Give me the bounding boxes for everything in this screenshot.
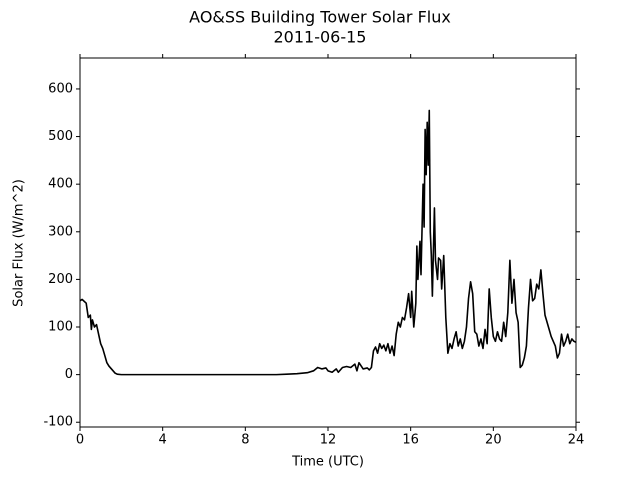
y-tick-label: 0 (65, 367, 73, 382)
x-tick-label: 12 (320, 433, 337, 448)
y-tick-label: 500 (48, 129, 73, 144)
y-tick-label: 100 (48, 320, 73, 335)
y-tick-label: -100 (43, 415, 73, 430)
chart-subtitle: 2011-06-15 (274, 28, 367, 47)
x-tick-label: 0 (76, 433, 84, 448)
y-tick-label: 300 (48, 224, 73, 239)
y-tick-label: 600 (48, 81, 73, 96)
y-tick-label: 200 (48, 272, 73, 287)
x-tick-label: 8 (241, 433, 249, 448)
y-axis-label: Solar Flux (W/m^2) (12, 179, 27, 307)
x-tick-label: 4 (159, 433, 167, 448)
chart-title: AO&SS Building Tower Solar Flux (189, 8, 451, 27)
data-line (79, 109, 577, 376)
x-tick-label: 24 (568, 433, 585, 448)
x-tick-label: 20 (485, 433, 502, 448)
y-tick-label: 400 (48, 177, 73, 192)
x-tick-label: 16 (402, 433, 419, 448)
x-axis-label: Time (UTC) (291, 455, 364, 470)
